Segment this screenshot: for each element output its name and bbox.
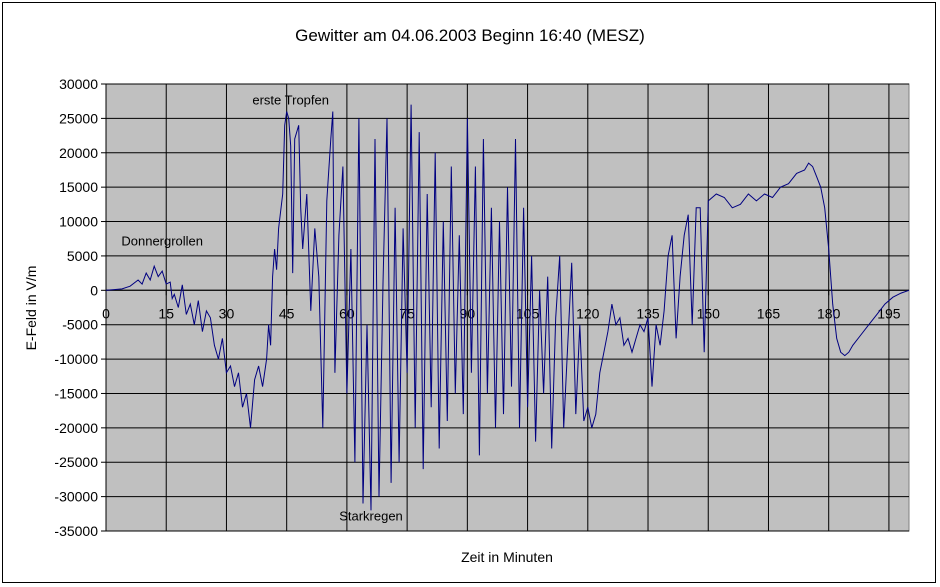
- y-axis-label: E-Feld in V/m: [23, 266, 39, 351]
- x-tick-label: 90: [460, 305, 476, 321]
- y-tick-label: -30000: [54, 489, 98, 505]
- series-line: [105, 104, 910, 511]
- y-tick-label: 0: [90, 282, 98, 298]
- x-tick-label: 195: [877, 305, 901, 321]
- x-axis-ticks: 0 15 30 45 60 75 90 105 120 135 150 165 180 195: [102, 290, 901, 321]
- x-tick-label: 180: [817, 305, 841, 321]
- plot-area: [105, 83, 910, 532]
- y-tick-label: -25000: [54, 454, 98, 470]
- annotation-label: erste Tropfen: [252, 93, 329, 108]
- chart-title: Gewitter am 04.06.2003 Beginn 16:40 (MES…: [295, 26, 645, 45]
- annotation-label: Donnergrollen: [121, 234, 203, 249]
- y-tick-label: 30000: [59, 76, 98, 92]
- x-tick-label: 165: [757, 305, 781, 321]
- annotations: Donnergrollen erste Tropfen Starkregen: [121, 93, 402, 524]
- x-tick-label: 120: [576, 305, 600, 321]
- gridlines: [105, 83, 909, 532]
- x-tick-label: 30: [219, 305, 235, 321]
- x-tick-label: 105: [516, 305, 540, 321]
- x-tick-label: 45: [279, 305, 295, 321]
- x-tick-label: 15: [158, 305, 174, 321]
- y-tick-label: 25000: [59, 110, 98, 126]
- y-axis-ticks: -35000 -30000 -25000 -20000 -15000 -10000 -500…: [54, 76, 106, 539]
- y-tick-label: -10000: [54, 351, 98, 367]
- y-tick-label: 10000: [59, 214, 98, 230]
- y-tick-label: 5000: [67, 248, 98, 264]
- x-tick-label: 75: [399, 305, 415, 321]
- y-tick-label: -15000: [54, 385, 98, 401]
- y-tick-label: -35000: [54, 523, 98, 539]
- x-tick-label: 135: [636, 305, 660, 321]
- x-tick-label: 150: [697, 305, 721, 321]
- annotation-label: Starkregen: [339, 509, 403, 524]
- x-axis-label: Zeit in Minuten: [461, 549, 553, 565]
- y-tick-label: 15000: [59, 179, 98, 195]
- x-tick-label: 0: [102, 305, 110, 321]
- x-tick-label: 60: [339, 305, 355, 321]
- y-tick-label: 20000: [59, 145, 98, 161]
- y-tick-label: -5000: [62, 317, 98, 333]
- y-tick-label: -20000: [54, 420, 98, 436]
